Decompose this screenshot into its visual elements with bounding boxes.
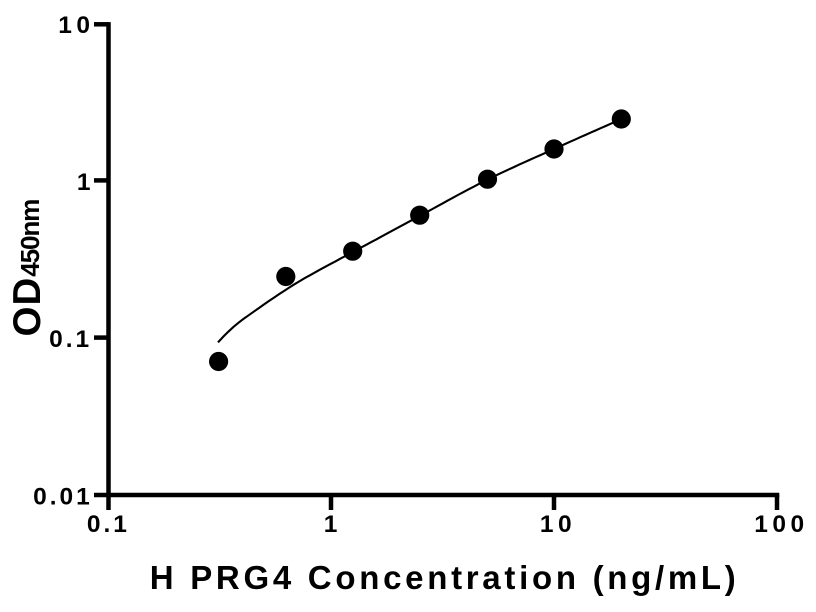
svg-text:1: 1 — [324, 511, 338, 538]
svg-text:0.1: 0.1 — [49, 326, 92, 353]
svg-text:10: 10 — [58, 12, 94, 39]
svg-text:H PRG4 Concentration (ng/mL): H PRG4 Concentration (ng/mL) — [150, 559, 736, 596]
svg-text:0.1: 0.1 — [87, 511, 130, 538]
svg-text:10: 10 — [540, 511, 576, 538]
svg-text:100: 100 — [754, 511, 808, 538]
svg-text:0.01: 0.01 — [33, 484, 93, 511]
svg-text:1: 1 — [77, 169, 91, 196]
